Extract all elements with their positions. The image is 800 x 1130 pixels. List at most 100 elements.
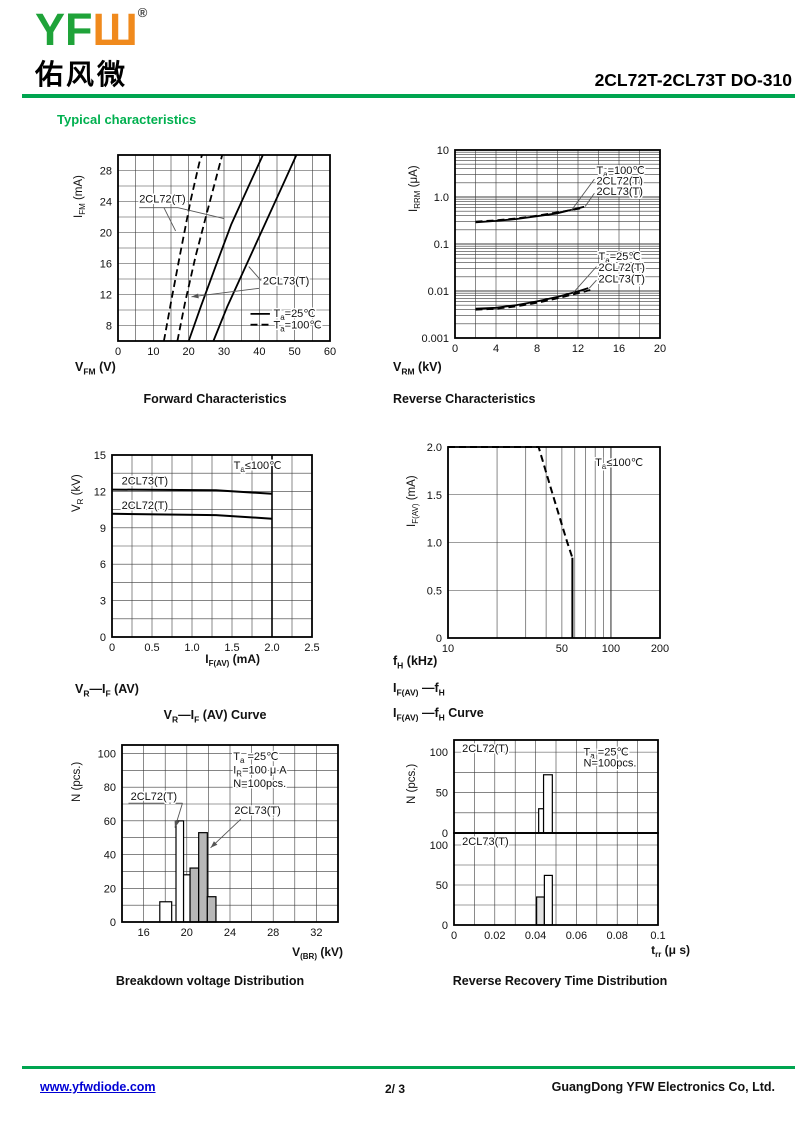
svg-text:Ta=100℃: Ta=100℃ <box>596 165 644 179</box>
svg-text:2CL72(T): 2CL72(T) <box>462 743 508 755</box>
svg-text:50: 50 <box>436 788 448 800</box>
rrt-chart-title: Reverse Recovery Time Distribution <box>452 974 668 988</box>
footer-page-number: 2/ 3 <box>385 1082 406 1096</box>
svg-text:0: 0 <box>100 632 106 644</box>
svg-text:2CL73(T): 2CL73(T) <box>596 186 642 198</box>
svg-text:0.5: 0.5 <box>427 585 442 597</box>
svg-text:100: 100 <box>430 747 448 759</box>
svg-text:100: 100 <box>602 643 620 655</box>
header-divider <box>22 94 795 98</box>
rev-chart-title: Reverse Characteristics <box>393 392 536 406</box>
svg-text:0.01: 0.01 <box>428 286 449 298</box>
svg-text:24: 24 <box>100 197 112 209</box>
svg-text:2CL73(T): 2CL73(T) <box>263 275 309 287</box>
svg-text:2CL73(T): 2CL73(T) <box>599 273 645 285</box>
svg-text:20: 20 <box>104 883 116 895</box>
vrif-chart-title: VR—IF (AV) Curve <box>163 708 267 725</box>
svg-text:1.0: 1.0 <box>184 642 199 654</box>
breakdown-voltage-distribution-chart: Ta =25℃IR=100 μ AN=100pcs. 2CL72(T) 2CL73(… <box>71 744 343 961</box>
svg-text:trr (μ s): trr (μ s) <box>651 943 690 959</box>
svg-text:2.0: 2.0 <box>427 442 442 454</box>
svg-text:N=100pcs.: N=100pcs. <box>584 758 637 770</box>
svg-text:V(BR) (kV): V(BR) (kV) <box>292 945 343 961</box>
reverse-recovery-distribution-chart: 2CL72(T) Ta =25℃N=100pcs. 0 50 100 N (pcs.) 2C… <box>406 739 690 959</box>
svg-text:0.02: 0.02 <box>484 930 505 942</box>
svg-text:0: 0 <box>109 642 115 654</box>
svg-text:Ta≤100℃: Ta≤100℃ <box>595 457 643 471</box>
svg-text:2.5: 2.5 <box>304 642 319 654</box>
svg-text:40: 40 <box>104 850 116 862</box>
svg-text:1.5: 1.5 <box>427 490 442 502</box>
svg-text:32: 32 <box>310 927 322 939</box>
rev-x-axis-caption: VRM (kV) <box>393 360 442 377</box>
svg-text:2CL72(T): 2CL72(T) <box>596 175 642 187</box>
logo-yf-text: YF <box>35 4 93 55</box>
logo-wordmark: YFШ® <box>35 6 147 52</box>
svg-text:1.0: 1.0 <box>427 538 442 550</box>
svg-text:16: 16 <box>137 927 149 939</box>
svg-text:2CL73(T): 2CL73(T) <box>462 836 508 848</box>
footer-divider <box>22 1066 795 1069</box>
iffh-x-axis-caption: fH (kHz) <box>393 654 438 671</box>
svg-text:Ta =25℃: Ta =25℃ <box>584 746 629 760</box>
svg-text:N=100pcs.: N=100pcs. <box>233 778 286 790</box>
footer-website-link[interactable]: www.yfwdiode.com <box>40 1080 156 1094</box>
svg-text:Ta≤100℃: Ta≤100℃ <box>234 460 282 474</box>
svg-text:100: 100 <box>98 748 116 760</box>
svg-text:30: 30 <box>218 346 230 358</box>
svg-text:IF(AV) (mA): IF(AV) (mA) <box>205 652 260 668</box>
svg-text:0.04: 0.04 <box>525 930 546 942</box>
svg-text:Ta=100℃: Ta=100℃ <box>273 320 321 334</box>
vr-if-curve-chart: 2CL73(T) 2CL72(T) Ta≤100℃ 0 0.5 1.0 1.5 2.0 2.5 0… <box>71 450 320 668</box>
svg-text:0: 0 <box>452 343 458 355</box>
svg-text:12: 12 <box>94 486 106 498</box>
svg-text:IF(AV) (mA): IF(AV) (mA) <box>406 475 420 527</box>
svg-text:IFM (mA): IFM (mA) <box>73 175 87 218</box>
svg-text:50: 50 <box>289 346 301 358</box>
svg-text:12: 12 <box>100 290 112 302</box>
svg-text:1.5: 1.5 <box>224 642 239 654</box>
svg-text:N (pcs.): N (pcs.) <box>71 762 83 802</box>
svg-text:2CL73(T): 2CL73(T) <box>234 805 280 817</box>
svg-text:2CL72(T): 2CL72(T) <box>599 262 645 274</box>
yfw-logo: YFШ® 佑风微 <box>35 6 147 93</box>
svg-text:0.06: 0.06 <box>566 930 587 942</box>
svg-text:16: 16 <box>613 343 625 355</box>
fwd-chart-title: Forward Characteristics <box>143 392 287 406</box>
bvd-chart-title: Breakdown voltage Distribution <box>115 974 305 988</box>
svg-text:24: 24 <box>224 927 236 939</box>
svg-text:10: 10 <box>147 346 159 358</box>
svg-text:10: 10 <box>437 145 449 157</box>
svg-text:0.5: 0.5 <box>144 642 159 654</box>
fwd-x-axis-caption: VFM (V) <box>75 360 116 377</box>
svg-text:0.001: 0.001 <box>421 333 449 345</box>
iffh-chart-title: IF(AV) —fH Curve <box>393 706 484 723</box>
svg-text:20: 20 <box>181 927 193 939</box>
svg-text:15: 15 <box>94 450 106 462</box>
svg-text:Ta =25℃: Ta =25℃ <box>233 751 278 765</box>
logo-chinese-name: 佑风微 <box>35 59 129 90</box>
svg-text:12: 12 <box>572 343 584 355</box>
svg-text:60: 60 <box>324 346 336 358</box>
svg-text:IRRM (μA): IRRM (μA) <box>408 165 422 212</box>
iffh-name-line: IF(AV) —fH <box>393 681 445 698</box>
svg-text:N (pcs.): N (pcs.) <box>406 764 418 804</box>
svg-text:6: 6 <box>100 559 106 571</box>
svg-text:20: 20 <box>100 228 112 240</box>
svg-text:8: 8 <box>534 343 540 355</box>
svg-text:0: 0 <box>442 920 448 932</box>
svg-text:60: 60 <box>104 816 116 828</box>
svg-text:0: 0 <box>115 346 121 358</box>
svg-text:0.1: 0.1 <box>650 930 665 942</box>
svg-text:200: 200 <box>651 643 669 655</box>
footer-company-name: GuangDong YFW Electronics Co, Ltd. <box>551 1080 775 1094</box>
svg-text:8: 8 <box>106 321 112 333</box>
svg-text:16: 16 <box>100 259 112 271</box>
svg-text:4: 4 <box>493 343 499 355</box>
svg-text:20: 20 <box>654 343 666 355</box>
forward-characteristics-chart: 2CL72(T) 2CL73(T) Ta=25℃Ta=100℃ 0 10 20 30 40 50… <box>73 154 336 358</box>
svg-text:0: 0 <box>110 917 116 929</box>
svg-text:IR=100 μ A: IR=100 μ A <box>233 765 287 779</box>
svg-text:0: 0 <box>451 930 457 942</box>
vrif-name-line: VR—IF (AV) <box>75 682 139 699</box>
